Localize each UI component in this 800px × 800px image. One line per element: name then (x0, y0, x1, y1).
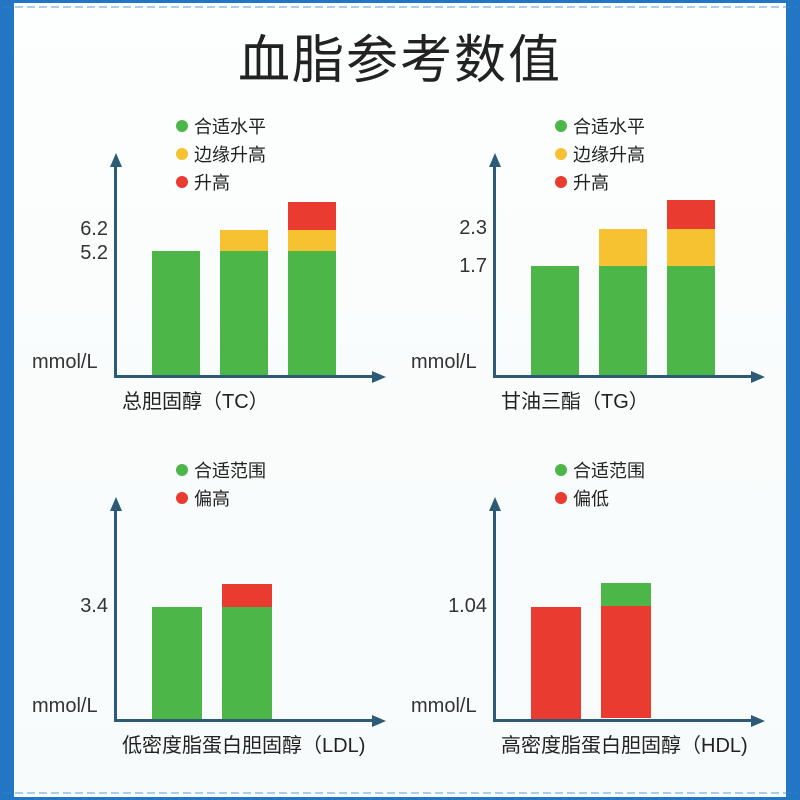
bar-segment (288, 251, 336, 375)
legend-dot-icon (176, 492, 188, 504)
bar-segment (152, 607, 202, 719)
axis-y (493, 509, 496, 719)
panel-tg: 1.7 2.3 mmol/L 甘油三酯（TG） 合适水平边缘升高升高 (405, 103, 774, 437)
legend-item: 偏低 (555, 485, 645, 511)
bar (667, 200, 715, 375)
axis-x (493, 719, 753, 722)
bar-segment (222, 607, 272, 719)
axis-x-arrow-icon (372, 715, 386, 727)
legend-dot-icon (176, 148, 188, 160)
legend-dot-icon (176, 464, 188, 476)
bar-segment (152, 251, 200, 375)
bar-segment (220, 251, 268, 375)
legend-item: 边缘升高 (555, 141, 645, 167)
axis-y (114, 509, 117, 719)
bar-segment (531, 266, 579, 375)
axis-unit: mmol/L (411, 695, 477, 718)
panel-hdl: 1.04 mmol/L 高密度脂蛋白胆固醇（HDL) 合适范围偏低 (405, 447, 774, 781)
ytick-label: 2.3 (405, 217, 487, 240)
legend-item: 边缘升高 (176, 141, 266, 167)
page-title: 血脂参考数值 (238, 18, 562, 93)
legend-item: 偏高 (176, 485, 266, 511)
ytick-label: 5.2 (26, 242, 108, 265)
bar-segment (288, 230, 336, 251)
axis-y (114, 165, 117, 375)
legend-label: 升高 (573, 169, 609, 195)
bar-segment (531, 607, 581, 719)
legend-dot-icon (176, 176, 188, 188)
bar (599, 229, 647, 375)
chart-xlabel: 低密度脂蛋白胆固醇（LDL) (122, 729, 365, 758)
legend-label: 合适范围 (573, 457, 645, 483)
legend-label: 升高 (194, 169, 230, 195)
axis-x-arrow-icon (372, 371, 386, 383)
axis-unit: mmol/L (32, 351, 98, 374)
bar (531, 607, 581, 719)
bar-segment (222, 584, 272, 607)
bar (222, 584, 272, 719)
bar-segment (599, 266, 647, 375)
axis-y (493, 165, 496, 375)
ytick-label: 1.7 (405, 255, 487, 278)
legend-label: 合适水平 (573, 113, 645, 139)
legend-label: 偏高 (194, 485, 230, 511)
ytick-label: 3.4 (26, 595, 108, 618)
bar (152, 607, 202, 719)
legend-dot-icon (555, 492, 567, 504)
panel-ldl: 3.4 mmol/L 低密度脂蛋白胆固醇（LDL) 合适范围偏高 (26, 447, 395, 781)
bar-segment (601, 583, 651, 607)
ytick-label: 6.2 (26, 218, 108, 241)
bar-segment (601, 606, 651, 718)
axis-x (493, 375, 753, 378)
chart-xlabel: 甘油三酯（TG） (501, 385, 649, 414)
axis-y-arrow-icon (110, 153, 122, 167)
legend-item: 升高 (555, 169, 645, 195)
axis-y-arrow-icon (489, 153, 501, 167)
axis-unit: mmol/L (32, 695, 98, 718)
ytick-label: 1.04 (405, 595, 487, 618)
legend-dot-icon (555, 120, 567, 132)
legend-item: 升高 (176, 169, 266, 195)
bar (601, 583, 651, 719)
legend-label: 偏低 (573, 485, 609, 511)
axis-x-arrow-icon (751, 715, 765, 727)
bar-segment (288, 202, 336, 230)
legend: 合适范围偏高 (176, 457, 266, 511)
bar-segment (667, 266, 715, 375)
legend: 合适水平边缘升高升高 (176, 113, 266, 195)
bar-segment (667, 200, 715, 229)
legend: 合适范围偏低 (555, 457, 645, 511)
axis-x (114, 719, 374, 722)
legend-dot-icon (555, 148, 567, 160)
bar-segment (667, 229, 715, 266)
axis-x-arrow-icon (751, 371, 765, 383)
legend-label: 边缘升高 (194, 141, 266, 167)
legend-label: 边缘升高 (573, 141, 645, 167)
legend-item: 合适范围 (176, 457, 266, 483)
panel-tc: 5.26.2 mmol/L 总胆固醇（TC） 合适水平边缘升高升高 (26, 103, 395, 437)
bar (220, 230, 268, 375)
legend-dot-icon (555, 176, 567, 188)
legend-item: 合适水平 (176, 113, 266, 139)
axis-x (114, 375, 374, 378)
chart-xlabel: 高密度脂蛋白胆固醇（HDL) (501, 729, 748, 758)
legend: 合适水平边缘升高升高 (555, 113, 645, 195)
chart-grid: 5.26.2mmol/L总胆固醇（TC）合适水平边缘升高升高 1.72.3mmo… (16, 93, 784, 800)
bar (288, 202, 336, 375)
bar (531, 266, 579, 375)
chart-xlabel: 总胆固醇（TC） (122, 385, 269, 414)
legend-item: 合适水平 (555, 113, 645, 139)
legend-label: 合适范围 (194, 457, 266, 483)
legend-dot-icon (176, 120, 188, 132)
bar (152, 251, 200, 375)
axis-unit: mmol/L (411, 351, 477, 374)
axis-y-arrow-icon (110, 497, 122, 511)
bar-segment (220, 230, 268, 251)
legend-item: 合适范围 (555, 457, 645, 483)
axis-y-arrow-icon (489, 497, 501, 511)
bar-segment (599, 229, 647, 266)
legend-dot-icon (555, 464, 567, 476)
legend-label: 合适水平 (194, 113, 266, 139)
